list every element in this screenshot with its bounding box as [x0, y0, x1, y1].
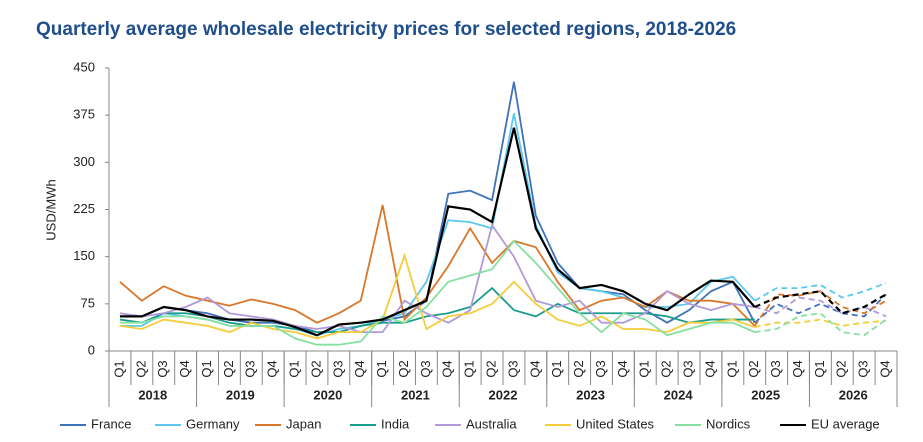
- x-group-label: 2023: [576, 387, 605, 402]
- x-tick-label: Q3: [768, 360, 783, 377]
- x-tick-label: Q4: [615, 360, 630, 377]
- x-tick-label: Q4: [877, 360, 892, 377]
- x-group-label: 2020: [313, 387, 342, 402]
- y-tick-label: 300: [73, 154, 95, 169]
- x-tick-label: Q3: [155, 360, 170, 377]
- legend-label: Australia: [466, 416, 517, 431]
- x-group-label: 2025: [751, 387, 780, 402]
- x-tick-label: Q4: [527, 360, 542, 377]
- x-group-label: 2024: [664, 387, 694, 402]
- series-line: [119, 286, 755, 334]
- x-tick-label: Q1: [724, 360, 739, 377]
- forecast-line: [754, 293, 887, 324]
- x-tick-label: Q2: [834, 360, 849, 377]
- series-line: [119, 127, 756, 337]
- x-tick-label: Q2: [483, 360, 498, 377]
- legend-label: EU average: [811, 416, 880, 431]
- x-tick-label: Q2: [221, 360, 236, 377]
- x-tick-label: Q4: [177, 360, 192, 377]
- legend-label: United States: [576, 416, 655, 431]
- x-tick-label: Q4: [352, 360, 367, 377]
- x-tick-label: Q3: [505, 360, 520, 377]
- y-tick-label: 75: [81, 295, 95, 310]
- x-tick-label: Q2: [746, 360, 761, 377]
- x-tick-label: Q3: [680, 360, 695, 377]
- y-tick-label: 375: [73, 107, 95, 122]
- y-axis-label: USD/MWh: [43, 179, 58, 240]
- legend-label: India: [381, 416, 410, 431]
- series-line: [119, 239, 756, 346]
- x-group-label: 2019: [226, 387, 255, 402]
- x-tick-label: Q3: [330, 360, 345, 377]
- y-tick-label: 225: [73, 201, 95, 216]
- x-group-label: 2018: [138, 387, 167, 402]
- legend-label: Nordics: [706, 416, 751, 431]
- x-tick-label: Q3: [418, 360, 433, 377]
- x-tick-label: Q2: [571, 360, 586, 377]
- x-group-label: 2021: [401, 387, 430, 402]
- x-tick-label: Q4: [440, 360, 455, 377]
- forecast-line: [754, 290, 887, 315]
- forecast-line: [754, 282, 887, 302]
- x-tick-label: Q3: [593, 360, 608, 377]
- x-tick-label: Q4: [702, 360, 717, 377]
- x-tick-label: Q2: [133, 360, 148, 377]
- y-tick-label: 150: [73, 248, 95, 263]
- x-group-label: 2022: [489, 387, 518, 402]
- x-tick-label: Q1: [111, 360, 126, 377]
- x-tick-label: Q1: [286, 360, 301, 377]
- forecast-line: [753, 290, 887, 327]
- x-tick-label: Q1: [199, 360, 214, 377]
- x-tick-label: Q1: [462, 360, 477, 377]
- x-tick-label: Q4: [265, 360, 280, 377]
- chart-title: Quarterly average wholesale electricity …: [36, 19, 736, 40]
- x-tick-label: Q4: [790, 360, 805, 377]
- legend-label: France: [91, 416, 131, 431]
- forecast-line: [754, 312, 887, 337]
- x-tick-label: Q2: [308, 360, 323, 377]
- series-line: [119, 223, 755, 334]
- forecast-line: [754, 318, 887, 328]
- x-tick-label: Q1: [549, 360, 564, 377]
- legend-label: Germany: [186, 416, 240, 431]
- x-tick-label: Q3: [856, 360, 871, 377]
- y-tick-label: 0: [88, 342, 95, 357]
- series-line: [119, 252, 756, 340]
- x-tick-label: Q2: [396, 360, 411, 377]
- x-tick-label: Q1: [637, 360, 652, 377]
- x-tick-label: Q1: [374, 360, 389, 377]
- forecast-line: [754, 296, 887, 318]
- x-tick-label: Q3: [243, 360, 258, 377]
- y-tick-label: 450: [73, 59, 95, 74]
- x-tick-label: Q1: [812, 360, 827, 377]
- legend-label: Japan: [286, 416, 321, 431]
- x-group-label: 2026: [839, 387, 868, 402]
- x-tick-label: Q2: [659, 360, 674, 377]
